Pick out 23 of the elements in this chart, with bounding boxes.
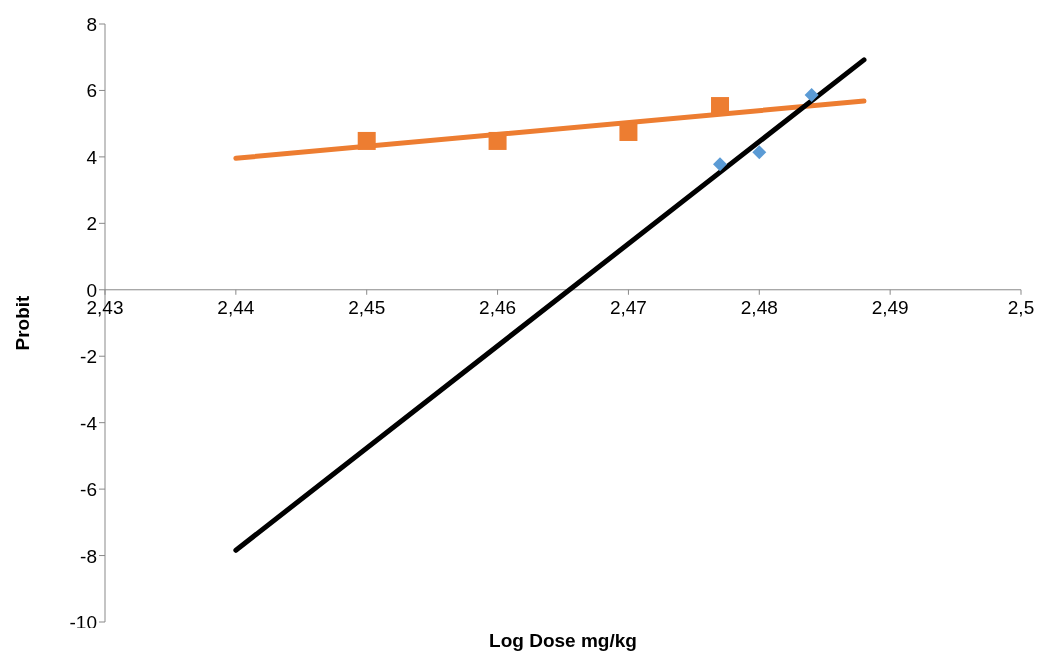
- y-tick-label: -4: [80, 412, 98, 434]
- point: [713, 157, 728, 172]
- y-tick-label: -6: [80, 479, 97, 501]
- x-tick-label: 2,5: [1007, 296, 1035, 318]
- y-tick-label: 8: [86, 14, 97, 35]
- point: [488, 131, 507, 150]
- point: [804, 88, 819, 103]
- point: [752, 145, 767, 160]
- x-tick-label: 2,47: [609, 296, 647, 318]
- x-tick-label: 2,49: [871, 296, 909, 318]
- x-tick-label: 2,48: [740, 296, 778, 318]
- y-tick-label: 6: [86, 80, 97, 102]
- x-tick-label: 2,45: [348, 296, 386, 318]
- y-axis-title: Probit: [12, 295, 34, 351]
- y-tick-label: -8: [80, 545, 97, 567]
- x-tick-label: 2,46: [479, 296, 517, 318]
- y-tick-label: -2: [80, 346, 97, 368]
- y-tick-label: 2: [86, 213, 97, 235]
- x-tick-label: 2,44: [217, 296, 255, 318]
- point: [619, 122, 638, 141]
- point: [357, 131, 376, 150]
- y-tick-label: 4: [86, 146, 98, 168]
- x-axis-title: Log Dose mg/kg: [488, 630, 638, 652]
